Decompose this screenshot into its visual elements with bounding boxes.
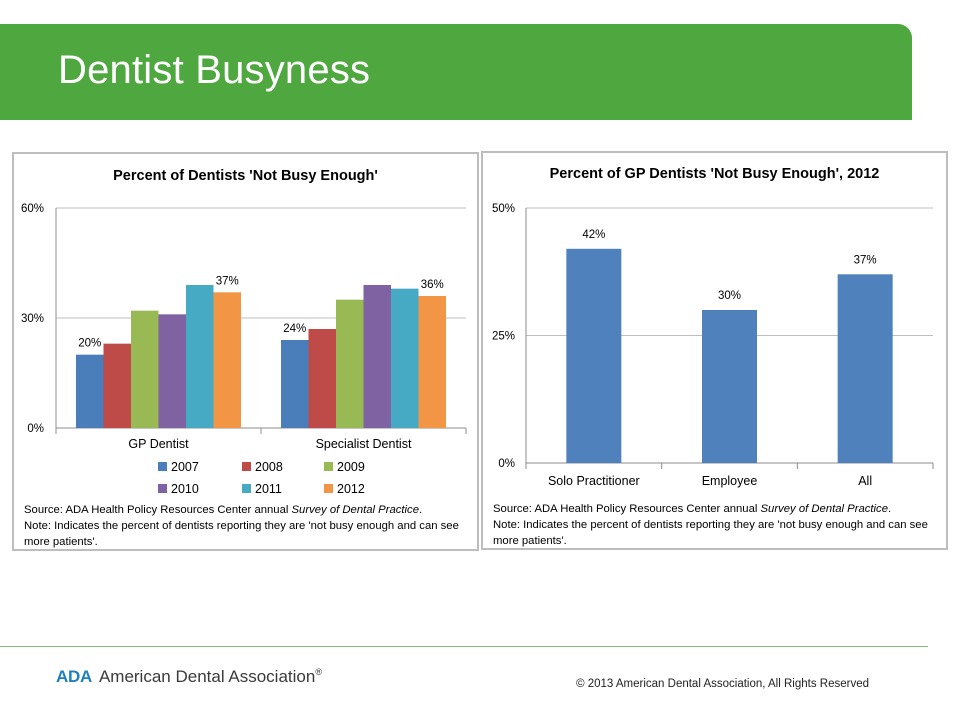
logo-mark: ® — [315, 667, 322, 677]
chart-gp-not-busy-2012: Percent of GP Dentists 'Not Busy Enough'… — [481, 151, 948, 550]
source-text: Source: ADA Health Policy Resources Cent… — [24, 504, 292, 516]
legend-item-2010: 2010 — [158, 482, 199, 496]
source-end: . — [887, 503, 892, 515]
bar-employee — [702, 310, 757, 463]
chart-title: Percent of Dentists 'Not Busy Enough' — [113, 168, 378, 184]
source-text: Source: ADA Health Policy Resources Cent… — [493, 503, 761, 515]
y-tick-label: 0% — [27, 423, 44, 435]
bar-2008 — [103, 343, 131, 428]
source-end: . — [418, 504, 423, 516]
data-label: 42% — [582, 229, 605, 241]
note-text: Note: Indicates the percent of dentists … — [493, 519, 928, 547]
x-category-label: Employee — [702, 474, 758, 488]
chart-title: Percent of GP Dentists 'Not Busy Enough'… — [549, 166, 880, 182]
slide-title: Dentist Busyness — [58, 48, 371, 92]
bar-2012 — [418, 296, 446, 428]
legend-item-2008: 2008 — [242, 460, 283, 474]
bar-solo-practitioner — [566, 248, 622, 463]
bar-2010 — [363, 285, 391, 428]
data-label: 37% — [216, 275, 239, 287]
bar-2012 — [213, 292, 241, 428]
x-category-label: Specialist Dentist — [316, 437, 412, 451]
logo-abbrev: ADA — [56, 667, 92, 686]
x-category-label: GP Dentist — [128, 437, 189, 451]
chart-plot: 0% 30% 60% 20% 37% GP Dentist 24% 36% Specialist… — [21, 203, 467, 451]
legend-label: 2008 — [255, 460, 283, 474]
legend-item-2009: 2009 — [324, 460, 365, 474]
legend-swatch — [242, 484, 251, 493]
copyright-text: © 2013 American Dental Association, All … — [576, 678, 869, 690]
legend-label: 2012 — [337, 482, 365, 496]
data-label: 36% — [421, 279, 444, 291]
bar-2007 — [281, 340, 309, 428]
legend-swatch — [158, 484, 167, 493]
y-tick-label: 25% — [492, 331, 515, 343]
legend-label: 2011 — [255, 482, 282, 496]
legend-swatch — [158, 462, 167, 471]
data-label: 20% — [78, 338, 101, 350]
logo-name: American Dental Association — [98, 667, 316, 686]
bar-2009 — [131, 310, 159, 428]
x-category-label: All — [858, 474, 872, 488]
footer-divider — [0, 646, 928, 647]
legend-item-2012: 2012 — [324, 482, 365, 496]
legend-label: 2007 — [171, 460, 199, 474]
y-tick-label: 0% — [498, 458, 515, 470]
y-tick-label: 30% — [21, 313, 44, 325]
legend-label: 2010 — [171, 482, 199, 496]
title-bar: Dentist Busyness — [0, 24, 912, 120]
ada-logo: ADA American Dental Association® — [56, 667, 322, 687]
source-italic: Survey of Dental Practice — [291, 504, 419, 516]
legend-item-2011: 2011 — [242, 482, 282, 496]
data-label: 37% — [854, 254, 877, 266]
y-tick-label: 60% — [21, 203, 44, 215]
bar-2011 — [186, 285, 214, 428]
bar-2008 — [308, 329, 336, 428]
source-italic: Survey of Dental Practice — [760, 503, 888, 515]
chart-dentists-not-busy: Percent of Dentists 'Not Busy Enough' 0%… — [12, 152, 479, 551]
note-text: Note: Indicates the percent of dentists … — [24, 520, 459, 548]
y-tick-label: 50% — [492, 203, 515, 215]
legend-item-2007: 2007 — [158, 460, 199, 474]
bar-2010 — [158, 314, 186, 428]
chart-source-note: Source: ADA Health Policy Resources Cent… — [493, 501, 941, 549]
chart-source-note: Source: ADA Health Policy Resources Cent… — [24, 502, 472, 550]
bar-2011 — [391, 288, 419, 428]
legend-swatch — [242, 462, 251, 471]
bar-all — [837, 274, 893, 463]
data-label: 30% — [718, 290, 741, 302]
bar-2007 — [76, 354, 104, 428]
legend-label: 2009 — [337, 460, 365, 474]
chart-plot: 0% 25% 50% 42% Solo Practitioner 30% Employee 3… — [492, 203, 934, 488]
legend-swatch — [324, 484, 333, 493]
data-label: 24% — [283, 323, 306, 335]
bar-2009 — [336, 299, 364, 428]
x-category-label: Solo Practitioner — [548, 474, 640, 488]
legend-swatch — [324, 462, 333, 471]
